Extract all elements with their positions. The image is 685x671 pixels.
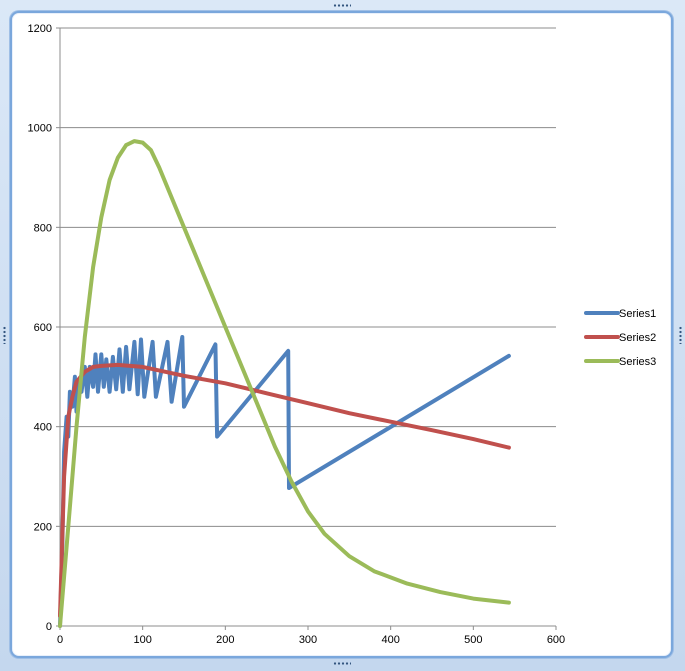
x-tick-label-200: 200 (216, 634, 234, 646)
y-tick-label-800: 800 (34, 222, 52, 234)
right-resize-grip[interactable] (678, 326, 683, 344)
y-axis-ticks: 0 200 400 600 800 1000 1200 (28, 23, 60, 633)
bottom-resize-grip[interactable] (333, 661, 351, 666)
x-tick-label-0: 0 (57, 634, 63, 646)
plot-series (58, 139, 511, 628)
y-tick-label-200: 200 (34, 521, 52, 533)
legend-label-1: Series1 (619, 308, 656, 320)
x-axis-ticks: 0 100 200 300 400 500 600 (57, 626, 565, 646)
series-line-2[interactable] (58, 362, 511, 618)
legend-label-3: Series3 (619, 356, 656, 368)
y-tick-label-1000: 1000 (28, 123, 52, 135)
y-tick-label-0: 0 (46, 621, 52, 633)
top-resize-grip[interactable] (333, 3, 351, 8)
x-tick-label-300: 300 (299, 634, 317, 646)
y-tick-label-600: 600 (34, 322, 52, 334)
legend-label-2: Series2 (619, 332, 656, 344)
x-tick-label-600: 600 (547, 634, 565, 646)
series-line-1[interactable] (58, 335, 511, 628)
x-tick-label-400: 400 (381, 634, 399, 646)
legend: Series1 Series2 Series3 (584, 308, 656, 368)
series-line-3[interactable] (58, 139, 511, 628)
gridlines (60, 27, 556, 527)
x-tick-label-100: 100 (133, 634, 151, 646)
y-tick-label-400: 400 (34, 422, 52, 434)
x-tick-label-500: 500 (464, 634, 482, 646)
left-resize-grip[interactable] (2, 326, 7, 344)
y-tick-label-1200: 1200 (28, 23, 52, 35)
